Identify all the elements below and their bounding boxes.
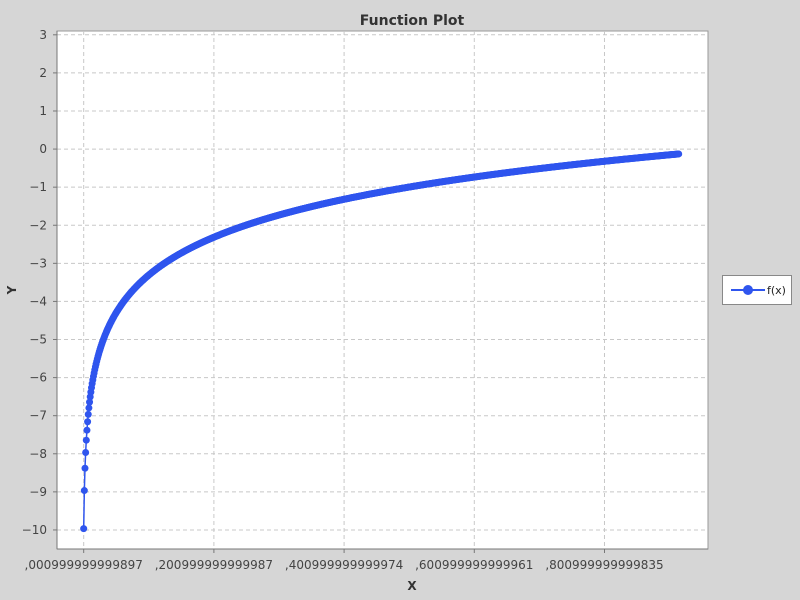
- x-tick-label: ,800999999999835: [545, 558, 663, 572]
- legend-swatch: [731, 283, 765, 297]
- x-axis-label: X: [407, 579, 417, 593]
- data-point: [84, 418, 92, 426]
- y-axis-label: Y: [5, 285, 19, 295]
- y-axis-ticks: 3 2 1 0 −1 −2 −3 −4 −5 −6 −7 −8 −9 −10: [22, 28, 57, 537]
- data-point: [80, 487, 88, 495]
- y-tick-label: 3: [39, 28, 47, 42]
- data-point: [82, 436, 90, 444]
- grid: [57, 31, 708, 549]
- y-tick-label: −9: [29, 485, 47, 499]
- legend: f(x): [722, 275, 792, 305]
- plot-area: [56, 30, 709, 550]
- data-point: [82, 448, 90, 456]
- x-tick-label: ,400999999999974: [285, 558, 403, 572]
- y-tick-label: 0: [39, 142, 47, 156]
- x-tick-label: ,000999999999897: [25, 558, 143, 572]
- series-group: [80, 150, 683, 533]
- x-axis-ticks: ,000999999999897 ,200999999999987 ,4009999…: [25, 549, 664, 572]
- legend-marker-icon: [743, 285, 753, 295]
- y-tick-label: −3: [29, 256, 47, 270]
- x-tick-label: ,200999999999987: [155, 558, 273, 572]
- x-tick-label: ,600999999999961: [415, 558, 533, 572]
- data-point: [675, 150, 683, 158]
- chart-title: Function Plot: [360, 13, 465, 29]
- y-tick-label: −2: [29, 218, 47, 232]
- data-point: [83, 426, 91, 434]
- data-point: [85, 404, 93, 412]
- y-tick-label: 2: [39, 66, 47, 80]
- y-tick-label: −5: [29, 333, 47, 347]
- y-tick-label: 1: [39, 104, 47, 118]
- data-point: [84, 410, 92, 418]
- legend-label: f(x): [767, 283, 786, 297]
- y-tick-label: −6: [29, 371, 47, 385]
- y-tick-label: −1: [29, 180, 47, 194]
- y-tick-label: −7: [29, 409, 47, 423]
- data-point: [86, 398, 94, 406]
- data-point: [81, 464, 89, 472]
- data-point: [80, 525, 88, 533]
- y-tick-label: −4: [29, 294, 47, 308]
- y-tick-label: −10: [22, 523, 47, 537]
- y-tick-label: −8: [29, 447, 47, 461]
